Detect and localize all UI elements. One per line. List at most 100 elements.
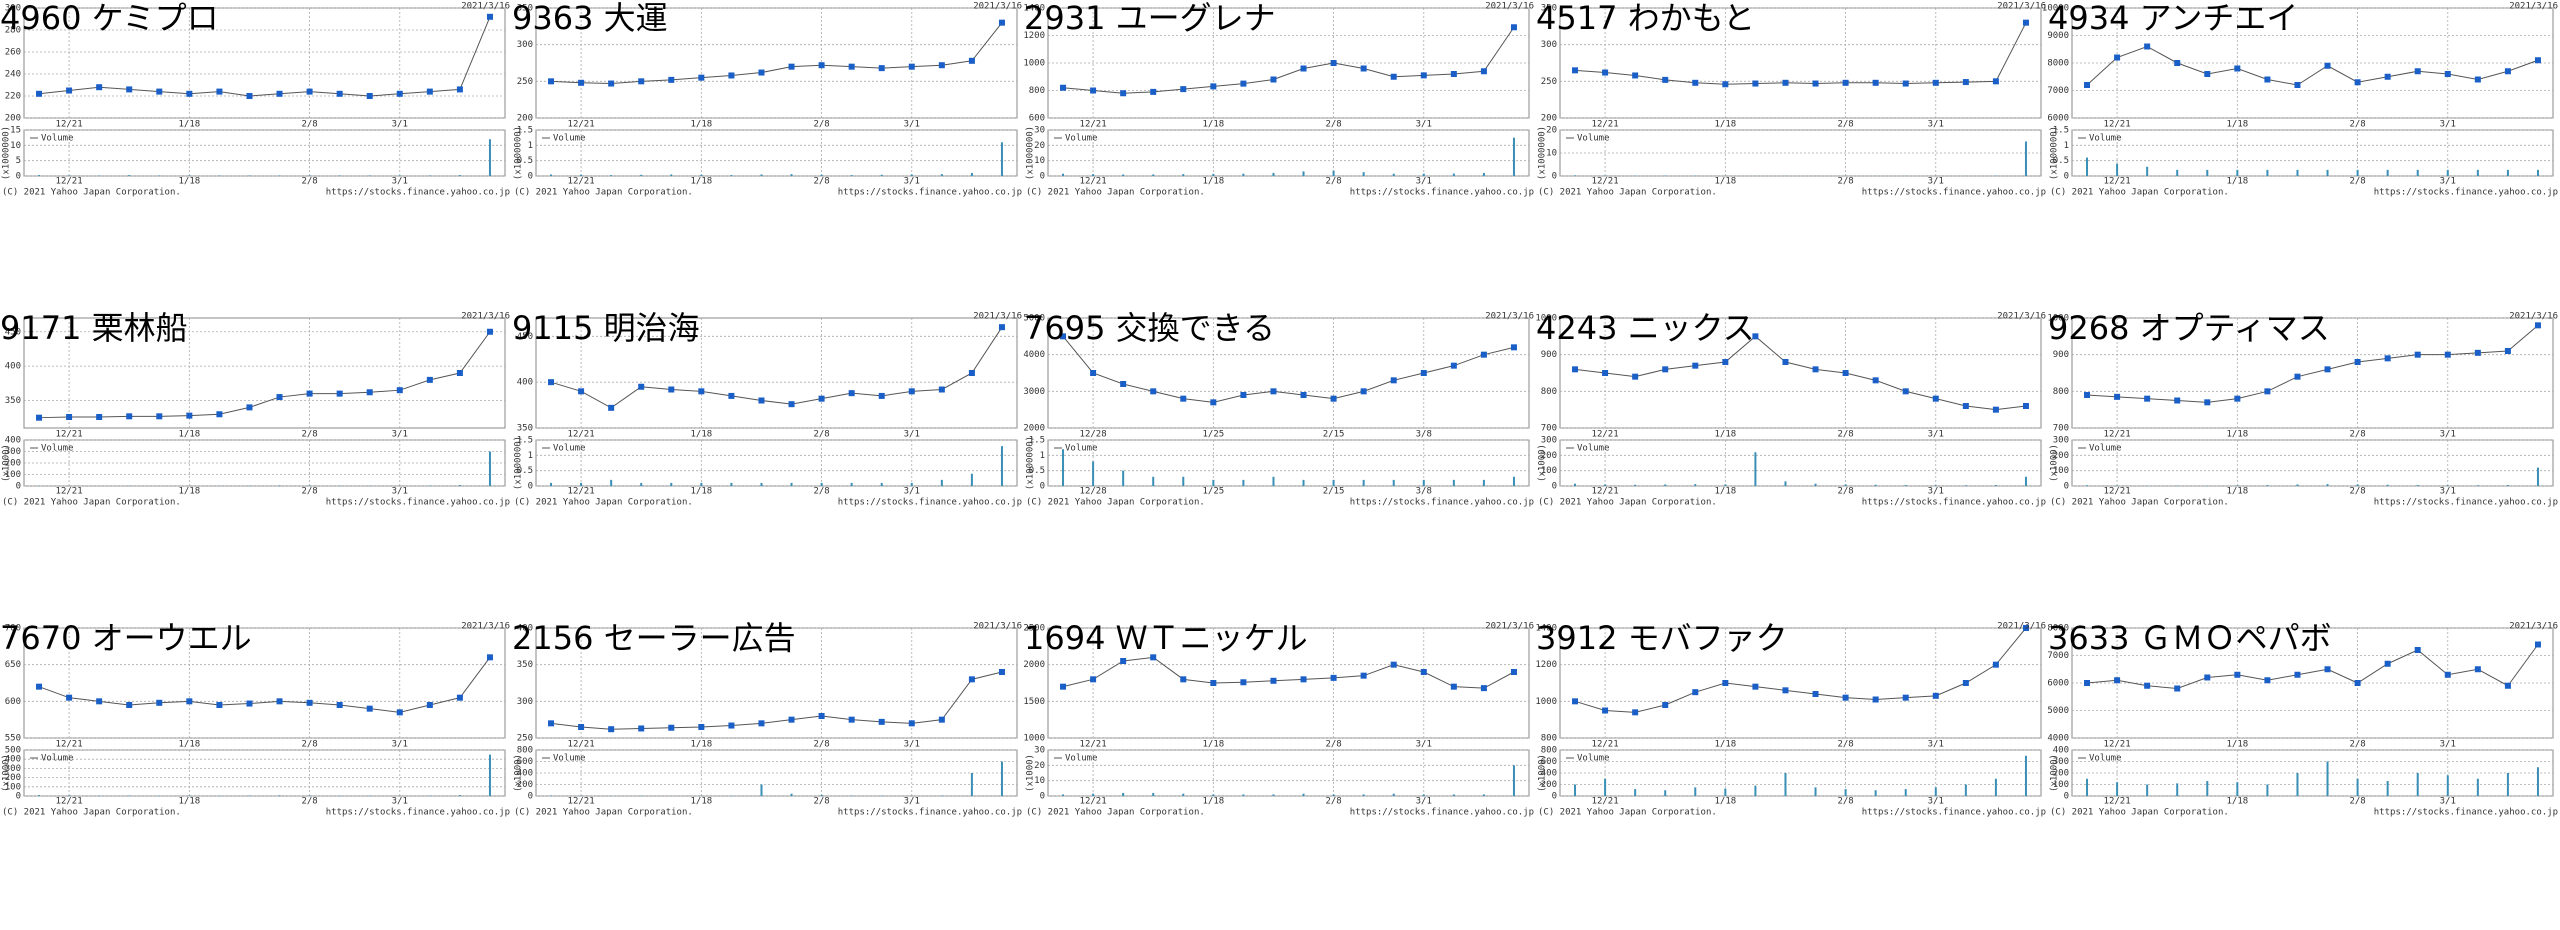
y-tick-label: 1000	[1535, 314, 1557, 324]
price-point	[818, 395, 825, 402]
volume-bar	[550, 482, 553, 486]
price-point	[336, 702, 343, 708]
x-tick-label: 1/18	[1715, 487, 1737, 497]
x-tick-label: 12/28	[1080, 487, 1107, 497]
volume-bar	[1574, 483, 1577, 486]
price-point	[548, 379, 555, 386]
volume-bar	[2446, 485, 2449, 486]
source-url: https://stocks.finance.yahoo.co.jp	[1350, 808, 1534, 818]
volume-bar	[2236, 169, 2239, 176]
volume-bar	[308, 485, 311, 486]
price-point	[1240, 679, 1247, 686]
price-point	[1060, 333, 1067, 340]
volume-bar	[1574, 784, 1577, 796]
volume-tick-label: 0.5	[517, 466, 533, 476]
volume-bar	[640, 482, 643, 486]
x-tick-label: 12/21	[56, 177, 83, 187]
date-label: 2021/3/16	[973, 312, 1022, 322]
volume-tick-label: 0	[16, 792, 21, 802]
price-point	[638, 78, 645, 85]
volume-bar	[970, 773, 973, 796]
volume-bar	[1152, 792, 1155, 796]
price-point	[306, 390, 313, 397]
x-tick-label: 2/8	[2349, 487, 2365, 497]
volume-bar	[1724, 788, 1727, 796]
volume-bar	[2146, 166, 2149, 176]
x-tick-label: 1/18	[1203, 177, 1225, 187]
volume-tick-label: 1	[1040, 451, 1045, 461]
x-tick-label: 1/18	[179, 487, 201, 497]
price-point	[698, 388, 705, 395]
volume-bar	[2416, 773, 2419, 796]
x-tick-label: 3/1	[392, 430, 408, 440]
x-tick-label: 2/8	[813, 487, 829, 497]
volume-bar	[1242, 479, 1245, 486]
copyright: (C) 2021 Yahoo Japan Corporation.	[1026, 498, 1205, 508]
volume-unit: (x1000000)	[1538, 126, 1548, 180]
x-tick-label: 1/18	[1203, 797, 1225, 807]
date-label: 2021/3/16	[1485, 312, 1534, 322]
price-point	[1932, 79, 1939, 86]
price-point	[938, 386, 945, 393]
volume-tick-label: 0	[2064, 482, 2069, 492]
volume-tick-label: 400	[5, 436, 21, 446]
volume-legend: Volume	[1065, 444, 1098, 454]
x-tick-label: 12/21	[1592, 740, 1619, 750]
x-tick-label: 2/15	[1323, 430, 1345, 440]
y-tick-label: 1500	[1023, 697, 1045, 707]
volume-bar	[308, 175, 311, 176]
price-line	[1062, 26, 1515, 94]
y-tick-label: 250	[1541, 77, 1557, 87]
price-point	[2504, 68, 2511, 75]
price-point	[1510, 24, 1517, 31]
volume-legend: Volume	[1065, 134, 1098, 144]
y-tick-label: 650	[5, 660, 21, 670]
volume-bar	[1092, 793, 1095, 796]
volume-frame	[535, 129, 1018, 177]
source-url: https://stocks.finance.yahoo.co.jp	[2374, 498, 2558, 508]
volume-tick-label: 1.5	[1029, 436, 1045, 446]
volume-bar	[428, 795, 431, 796]
y-tick-label: 350	[517, 660, 533, 670]
x-tick-label: 12/21	[1592, 177, 1619, 187]
volume-tick-label: 800	[1541, 746, 1557, 756]
price-point	[728, 722, 735, 729]
volume-bar	[1574, 175, 1577, 176]
price-point	[1602, 370, 1609, 376]
price-point	[2474, 76, 2481, 83]
volume-bar	[1904, 789, 1907, 796]
volume-tick-label: 0	[1552, 792, 1557, 802]
price-line	[38, 16, 491, 97]
price-point	[668, 386, 675, 393]
volume-frame	[1047, 749, 1530, 797]
price-point	[1992, 661, 1999, 668]
volume-bar	[2296, 773, 2299, 796]
price-point	[668, 724, 675, 731]
price-point	[456, 694, 463, 701]
volume-bar	[1604, 778, 1607, 796]
price-point	[2384, 73, 2391, 80]
x-tick-label: 1/18	[2227, 430, 2249, 440]
price-point	[1632, 709, 1639, 716]
price-point	[336, 390, 343, 397]
volume-bar	[128, 175, 131, 176]
price-point	[608, 80, 615, 87]
y-tick-label: 350	[5, 396, 21, 406]
x-tick-label: 3/1	[1416, 797, 1432, 807]
volume-bar	[2326, 169, 2329, 176]
price-point	[1210, 399, 1217, 406]
date-label: 2021/3/16	[2509, 622, 2558, 632]
x-tick-label: 2/8	[2349, 177, 2365, 187]
price-point	[126, 413, 133, 420]
price-point	[2114, 677, 2121, 684]
y-tick-label: 2500	[1023, 624, 1045, 634]
x-tick-label: 1/18	[2227, 797, 2249, 807]
x-tick-label: 3/1	[2440, 430, 2456, 440]
price-point	[1842, 370, 1849, 376]
copyright: (C) 2021 Yahoo Japan Corporation.	[1538, 808, 1717, 818]
x-tick-label: 1/18	[179, 740, 201, 750]
y-tick-label: 300	[5, 4, 21, 14]
volume-bar	[458, 795, 461, 796]
volume-bar	[1272, 476, 1275, 486]
volume-tick-label: 0	[1040, 482, 1045, 492]
